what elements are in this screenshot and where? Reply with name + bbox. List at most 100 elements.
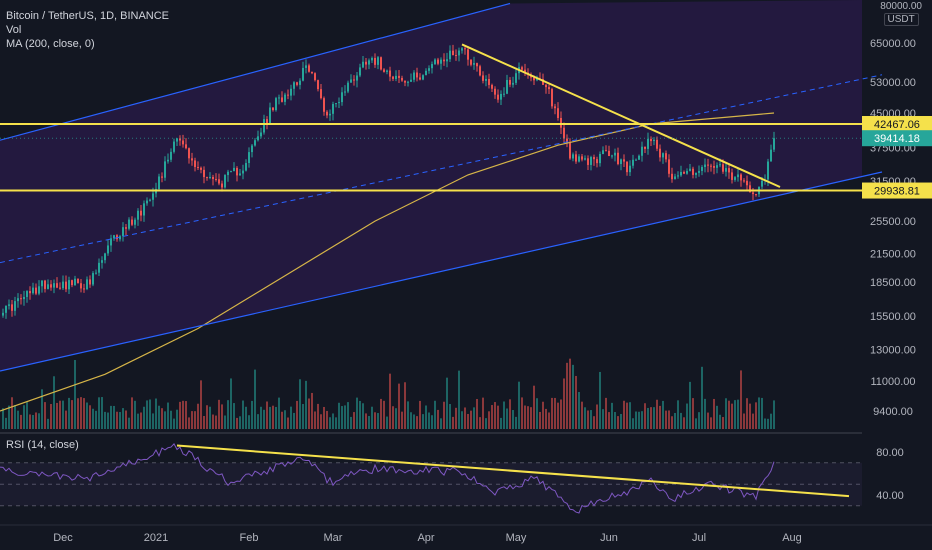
candle-body	[695, 172, 697, 175]
currency-ticker: 80000.00 USDT	[880, 1, 922, 26]
candle-body	[602, 150, 604, 154]
volume-bar	[284, 410, 286, 429]
volume-bar	[683, 417, 685, 429]
candle-body	[404, 80, 406, 83]
candle-body	[65, 281, 67, 290]
volume-bar	[278, 397, 280, 429]
volume-bar	[422, 414, 424, 429]
candle-body	[101, 260, 103, 263]
candle-body	[698, 170, 700, 173]
volume-bar	[149, 399, 151, 429]
volume-bar	[539, 411, 541, 429]
volume-bar	[179, 401, 181, 429]
candle-body	[215, 179, 217, 181]
candle-body	[20, 298, 22, 300]
volume-bar	[242, 400, 244, 429]
volume-bar	[560, 399, 562, 429]
currency-badge[interactable]: USDT	[883, 13, 919, 26]
candle-body	[419, 77, 421, 80]
price-axis-tick: 11000.00	[870, 376, 915, 388]
candle-body	[50, 284, 52, 288]
rsi-indicator-label[interactable]: RSI (14, close)	[6, 439, 79, 451]
volume-bar	[110, 405, 112, 429]
candle-body	[281, 97, 283, 102]
volume-bar	[68, 397, 70, 429]
candle-body	[41, 280, 43, 287]
candle-body	[644, 146, 646, 149]
volume-bar	[35, 412, 37, 429]
candle-body	[230, 171, 232, 173]
volume-bar	[593, 416, 595, 429]
candle-body	[203, 169, 205, 178]
candle-body	[191, 158, 193, 161]
volume-bar	[620, 413, 622, 429]
volume-bar	[698, 412, 700, 429]
volume-bar	[584, 407, 586, 429]
candle-body	[323, 98, 325, 112]
volume-bar	[707, 412, 709, 429]
candle-body	[17, 298, 19, 302]
candle-body	[182, 140, 184, 145]
candle-body	[245, 163, 247, 171]
price-axis-tick: 21500.00	[870, 249, 916, 261]
volume-bar	[476, 398, 478, 429]
candle-body	[740, 174, 742, 181]
candle-body	[359, 67, 361, 76]
volume-bar	[341, 406, 343, 429]
volume-bar	[632, 418, 634, 429]
volume-bar	[233, 403, 235, 429]
volume-bar	[215, 415, 217, 429]
volume-bar	[731, 403, 733, 429]
candle-body	[662, 153, 664, 158]
candle-body	[401, 77, 403, 81]
time-axis-tick: Feb	[240, 532, 259, 544]
rsi-downtrend-line	[176, 444, 850, 498]
volume-bar	[716, 405, 718, 429]
candle-body	[164, 161, 166, 178]
volume-bar	[704, 398, 706, 429]
volume-bar	[143, 406, 145, 429]
volume-bar	[764, 418, 766, 429]
candle-body	[227, 171, 229, 176]
candle-body	[113, 235, 115, 239]
volume-bar	[59, 400, 61, 429]
volume-bar	[602, 409, 604, 429]
candle-body	[716, 165, 718, 168]
symbol-title[interactable]: Bitcoin / TetherUS, 1D, BINANCE	[6, 10, 170, 22]
candle-body	[584, 158, 586, 160]
volume-bar	[668, 410, 670, 429]
volume-bar	[308, 398, 310, 429]
candle-body	[485, 78, 487, 81]
candle-body	[197, 166, 199, 168]
volume-bar	[275, 406, 277, 429]
candle-body	[749, 185, 751, 193]
candle-body	[767, 161, 769, 180]
candle-body	[656, 139, 658, 149]
volume-bar	[692, 398, 694, 429]
volume-bar	[503, 401, 505, 429]
volume-bar	[521, 397, 523, 429]
volume-bar	[338, 402, 340, 429]
volume-bar	[674, 412, 676, 429]
volume-bar	[71, 400, 73, 429]
candle-body	[560, 117, 562, 128]
volume-bar	[491, 405, 493, 429]
volume-indicator-label[interactable]: Vol	[6, 24, 22, 36]
candle-body	[212, 176, 214, 180]
volume-bar	[494, 402, 496, 429]
volume-bar	[374, 412, 376, 429]
candle-body	[605, 150, 607, 152]
candle-body	[470, 59, 472, 65]
volume-bar	[32, 415, 34, 429]
volume-bar	[104, 411, 106, 429]
volume-bar	[554, 397, 556, 429]
candle-body	[713, 166, 715, 168]
candle-body	[728, 168, 730, 173]
ma-indicator-label[interactable]: MA (200, close, 0)	[6, 38, 95, 50]
candle-body	[515, 73, 517, 83]
channel-upper-line	[0, 2, 511, 141]
candle-body	[146, 200, 148, 204]
candle-body	[350, 79, 352, 83]
candle-body	[257, 136, 259, 141]
